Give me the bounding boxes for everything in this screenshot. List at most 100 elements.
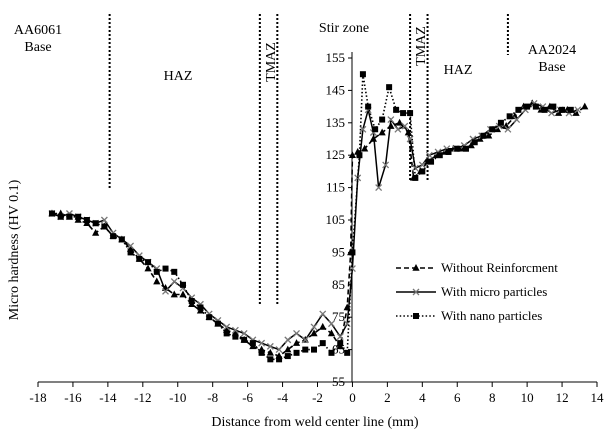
- data-point: [365, 103, 372, 110]
- y-tick-label: 135: [326, 115, 346, 130]
- data-point: [311, 346, 318, 353]
- data-point: [319, 322, 327, 330]
- data-point: [75, 213, 82, 220]
- y-tick-label: 115: [326, 180, 345, 195]
- legend-marker: [413, 313, 419, 319]
- x-tick-label: 0: [349, 390, 356, 405]
- legend-item: Without Reinforcment: [396, 260, 558, 275]
- annotation-aa6061: AA6061 Base: [14, 23, 62, 55]
- data-point: [232, 333, 239, 340]
- data-point: [378, 128, 386, 136]
- y-tick-label: 155: [326, 50, 346, 65]
- data-point: [153, 277, 161, 285]
- x-tick-label: -6: [242, 390, 253, 405]
- annotation-stir-zone: Stir zone: [319, 21, 369, 36]
- data-point: [240, 329, 248, 337]
- data-point: [293, 349, 300, 356]
- data-point: [425, 151, 433, 159]
- data-point: [386, 84, 393, 91]
- annotation-line: HAZ: [164, 69, 193, 84]
- data-point: [515, 106, 522, 113]
- data-point: [144, 264, 152, 272]
- data-point: [328, 349, 335, 356]
- data-point: [284, 345, 292, 353]
- y-tick-label: 55: [332, 374, 345, 389]
- x-tick-label: -16: [64, 390, 82, 405]
- data-point: [258, 349, 265, 356]
- x-axis-title: Distance from weld center line (mm): [211, 415, 419, 430]
- data-point: [223, 330, 230, 337]
- data-point: [92, 228, 100, 236]
- data-point: [401, 122, 409, 130]
- legend-item: With micro particles: [396, 284, 547, 299]
- data-point: [223, 323, 231, 331]
- data-point: [188, 298, 195, 304]
- annotation-line: Stir zone: [319, 21, 369, 36]
- annotation-line: Base: [538, 60, 565, 75]
- x-tick-label: -4: [277, 390, 288, 405]
- x-tick-label: 6: [454, 390, 461, 405]
- data-point: [574, 106, 582, 114]
- data-point: [497, 119, 504, 126]
- data-point: [284, 353, 291, 360]
- data-point: [436, 152, 443, 159]
- data-point: [349, 249, 356, 256]
- x-tick-label: -8: [207, 390, 218, 405]
- legend-marker: [412, 288, 420, 296]
- data-point: [231, 326, 239, 334]
- data-point: [428, 158, 435, 165]
- data-point: [387, 116, 395, 124]
- data-point: [407, 110, 414, 117]
- data-point: [110, 233, 117, 240]
- x-tick-label: 14: [591, 390, 604, 405]
- data-point: [179, 281, 186, 288]
- y-tick-label: 125: [326, 147, 346, 162]
- data-point: [266, 342, 274, 350]
- data-point: [171, 268, 178, 275]
- data-point: [310, 323, 318, 331]
- x-tick-label: 10: [521, 390, 534, 405]
- data-point: [136, 255, 143, 262]
- data-point: [276, 356, 283, 363]
- data-series: [48, 71, 589, 363]
- series-line: [51, 74, 571, 361]
- annotation-tmaz-right: TMAZ: [414, 26, 429, 66]
- data-point: [411, 164, 419, 172]
- legend-item: With nano particles: [396, 308, 542, 323]
- data-point: [418, 161, 426, 169]
- data-point: [419, 168, 426, 175]
- data-point: [372, 126, 379, 133]
- data-point: [348, 265, 356, 273]
- data-point: [485, 131, 493, 139]
- data-point: [162, 287, 169, 295]
- data-point: [559, 106, 566, 113]
- data-point: [310, 329, 318, 337]
- data-point: [145, 259, 152, 266]
- y-tick-label: 85: [332, 277, 345, 292]
- data-point: [359, 71, 366, 78]
- data-point: [375, 184, 383, 192]
- axes: -18-16-14-12-10-8-6-4-202468101214556575…: [29, 50, 604, 405]
- data-point: [471, 139, 478, 146]
- legend-label: With micro particles: [441, 284, 547, 299]
- data-point: [197, 304, 204, 311]
- y-tick-label: 145: [326, 82, 346, 97]
- zone-boundaries: [108, 14, 509, 305]
- annotation-tmaz-left: TMAZ: [264, 42, 279, 82]
- data-point: [301, 336, 309, 344]
- data-point: [404, 128, 412, 136]
- data-point: [524, 103, 531, 110]
- data-point: [550, 103, 557, 110]
- annotation-line: AA6061: [14, 23, 62, 38]
- data-point: [179, 290, 187, 298]
- y-tick-label: 95: [332, 244, 345, 259]
- data-point: [336, 333, 344, 341]
- y-tick-label: 105: [326, 212, 346, 227]
- data-point: [356, 152, 363, 159]
- data-point: [275, 346, 283, 354]
- annotation-line: TMAZ: [414, 26, 429, 66]
- x-tick-label: 8: [489, 390, 496, 405]
- data-point: [511, 112, 519, 120]
- data-point: [382, 161, 390, 169]
